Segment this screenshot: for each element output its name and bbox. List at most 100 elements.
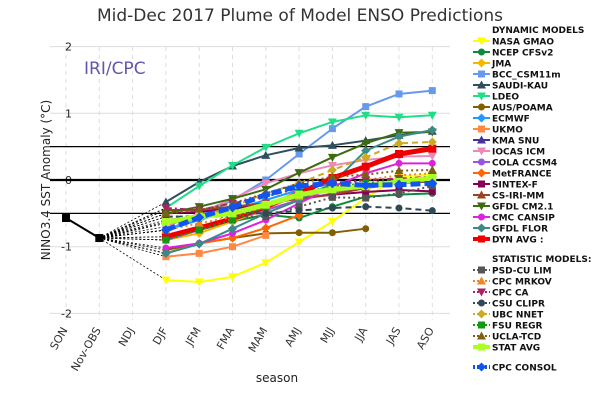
legend-marker-icon: [477, 92, 486, 101]
data-point: [427, 152, 437, 161]
x-tick-label: Nov-OBS: [68, 325, 103, 373]
legend-marker-icon: [477, 113, 486, 123]
legend-label: GFDL FLOR: [492, 225, 548, 235]
legend-label: UBC NNET: [492, 311, 544, 321]
obs-connector-line: [99, 237, 166, 254]
data-point: [194, 182, 204, 191]
data-point: [394, 166, 404, 175]
data-point: [427, 165, 437, 174]
legend-label: CSU CLIPR: [492, 300, 545, 310]
data-point: [261, 179, 271, 188]
legend-marker-icon: [478, 266, 485, 274]
legend-label: ECMWF: [492, 115, 530, 125]
data-point: [261, 259, 271, 268]
data-point: [395, 159, 403, 167]
legend-marker-icon: [478, 343, 485, 351]
data-point: [161, 276, 171, 285]
data-point: [428, 173, 437, 182]
legend-marker-icon: [478, 70, 485, 78]
data-point: [362, 188, 370, 196]
data-point: [295, 229, 303, 237]
data-point: [427, 111, 437, 120]
legend-label: MetFRANCE: [492, 170, 552, 180]
data-point: [361, 152, 371, 162]
legend-marker-icon: [478, 158, 485, 166]
data-point: [328, 229, 336, 237]
legend-marker-icon: [478, 180, 485, 188]
obs-connector-line: [99, 222, 166, 239]
legend-label: BCC_CSM11m: [492, 71, 561, 81]
legend-label: SAUDI-KAU: [492, 82, 548, 92]
data-point: [394, 113, 404, 122]
series-ukmo: [99, 234, 267, 258]
legend-label: CPC CA: [492, 289, 529, 299]
legend-item: BCC_CSM11m: [473, 71, 561, 81]
legend-marker-icon: [477, 276, 486, 285]
data-point: [427, 125, 437, 135]
legend-item: MetFRANCE: [473, 170, 552, 180]
data-point: [428, 159, 436, 167]
obs-connector-line: [99, 219, 167, 239]
data-point: [428, 187, 436, 195]
legend-label: CPC CONSOL: [492, 364, 557, 374]
legend-label: GFDL CM2.1: [492, 203, 553, 213]
legend-label: NCEP CFSv2: [492, 49, 553, 59]
legend-label: SINTEX-F: [492, 181, 538, 191]
data-point: [361, 162, 370, 171]
data-point: [262, 231, 270, 239]
legend-label: CS-IRI-MM: [492, 192, 544, 202]
legend-marker-icon: [477, 202, 486, 211]
legend-label: FSU REGR: [492, 322, 543, 332]
data-point: [394, 138, 404, 148]
data-point: [195, 226, 203, 234]
data-point: [295, 150, 303, 158]
data-point: [395, 204, 403, 212]
data-point: [361, 170, 371, 179]
data-point: [362, 103, 370, 111]
data-point: [362, 225, 370, 233]
data-point: [161, 208, 171, 217]
data-point: [162, 244, 170, 252]
data-point: [327, 118, 337, 127]
data-point: [261, 143, 271, 152]
legend-label: NASA GMAO: [492, 38, 554, 48]
legend-label: CPC MRKOV: [492, 278, 552, 288]
legend-label: IOCAS ICM: [492, 148, 545, 158]
legend-label: KMA SNU: [492, 137, 539, 147]
legend-label: DYN AVG :: [492, 236, 543, 246]
legend-header-dynamic: DYNAMIC MODELS: [492, 26, 584, 36]
data-point: [160, 225, 171, 236]
data-point: [294, 169, 304, 178]
x-tick-label: NDJ: [116, 325, 137, 349]
data-point: [161, 204, 171, 213]
y-axis-label: NINO3.4 SST Anomaly (°C): [39, 100, 53, 260]
series-line: [165, 234, 267, 258]
data-point: [361, 146, 371, 156]
data-point: [261, 200, 270, 209]
data-point: [295, 207, 303, 215]
data-point: [229, 216, 236, 224]
data-point: [261, 223, 271, 233]
y-tick-label: -1: [61, 241, 72, 254]
legend-marker-icon: [478, 125, 485, 133]
data-point: [260, 189, 271, 200]
obs-connector-line: [99, 226, 166, 239]
data-point: [327, 217, 337, 226]
obs-connector-line: [99, 221, 166, 239]
legend-label: PSD-CU LIM: [492, 267, 552, 277]
data-point: [161, 248, 171, 258]
x-tick-label: FMA: [214, 325, 237, 352]
data-point: [328, 204, 336, 212]
legend-label: JMA: [491, 60, 511, 70]
x-tick-label: MAM: [246, 325, 271, 354]
legend-marker-icon: [477, 362, 486, 372]
obs-connector-line: [99, 207, 167, 239]
obs-connector-line: [99, 237, 166, 241]
legend-marker-icon: [477, 37, 486, 46]
legend-item: NCEP CFSv2: [473, 49, 553, 59]
x-tick-label: MJJ: [318, 325, 337, 345]
series-line: [165, 172, 433, 232]
data-point: [229, 243, 236, 251]
